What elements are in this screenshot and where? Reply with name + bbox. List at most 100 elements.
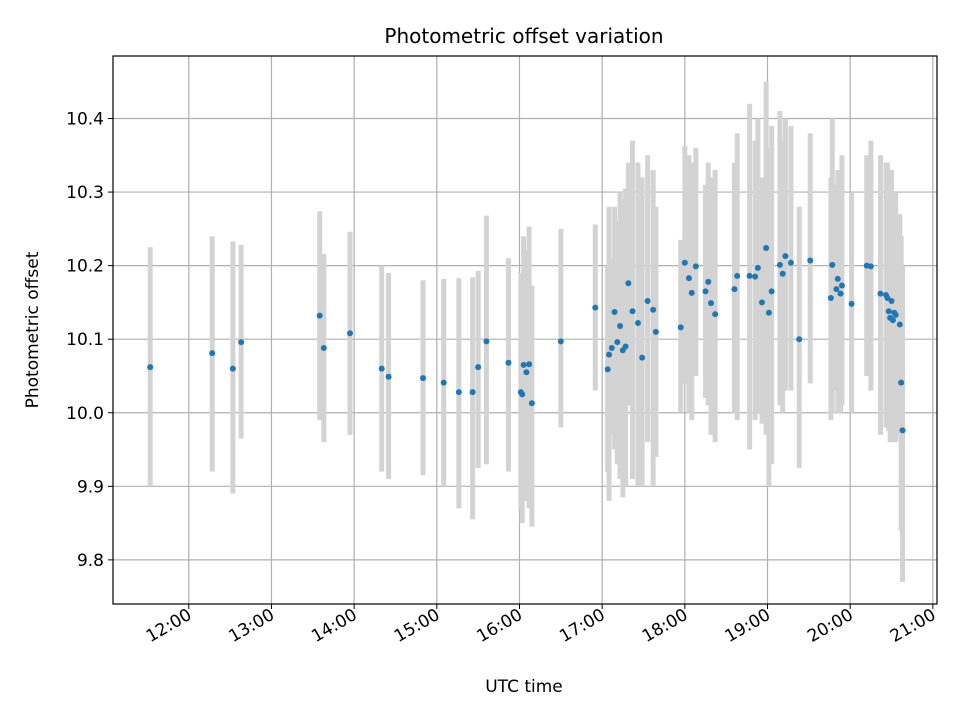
y-axis: 9.8 9.9 10.0 10.1 10.2 10.3 10.4	[66, 110, 113, 571]
data-point	[692, 263, 699, 270]
data-point	[837, 290, 844, 297]
data-point	[888, 297, 895, 304]
y-tick-label: 9.9	[77, 477, 104, 497]
data-point	[606, 351, 613, 358]
data-point	[889, 317, 896, 324]
data-point	[520, 361, 527, 368]
data-point	[685, 275, 692, 282]
data-point	[705, 278, 712, 285]
data-point	[834, 275, 841, 282]
data-point	[712, 311, 719, 318]
error-bars	[147, 81, 906, 582]
data-point	[639, 354, 646, 361]
x-axis: 12:00 13:00 14:00 15:00 16:00 17:00 18:00 19:00…	[143, 604, 939, 647]
data-point	[483, 338, 490, 345]
y-tick-label: 9.8	[77, 551, 104, 571]
data-point	[650, 306, 657, 313]
data-points	[147, 244, 906, 434]
plot-frame	[112, 55, 938, 605]
data-point	[147, 364, 154, 371]
data-point	[440, 379, 447, 386]
data-point	[604, 366, 611, 373]
y-tick-label: 10.0	[66, 404, 104, 424]
data-point	[892, 311, 899, 318]
data-point	[526, 361, 533, 368]
y-tick-label: 10.3	[66, 183, 104, 203]
data-point	[867, 263, 874, 270]
data-point	[754, 264, 761, 271]
data-point	[505, 359, 512, 366]
data-point	[884, 295, 891, 302]
data-point	[746, 272, 753, 279]
data-point	[385, 373, 392, 380]
data-point	[378, 365, 385, 372]
data-point	[519, 391, 526, 398]
data-point	[782, 253, 789, 260]
x-tick-label: 18:00	[639, 605, 691, 647]
y-axis-label: Photometric offset	[23, 251, 43, 408]
x-tick-label: 15:00	[391, 605, 443, 647]
data-point	[629, 308, 636, 315]
data-point	[557, 338, 564, 345]
chart-title: Photometric offset variation	[384, 24, 663, 48]
data-point	[677, 324, 684, 331]
data-point	[885, 308, 892, 315]
y-tick-label: 10.2	[66, 257, 104, 277]
data-point	[681, 259, 688, 266]
data-point	[611, 308, 618, 315]
data-point	[702, 288, 709, 295]
data-point	[848, 300, 855, 307]
data-point	[644, 297, 651, 304]
data-point	[763, 244, 770, 251]
data-point	[209, 350, 216, 357]
data-point	[455, 389, 462, 396]
data-point	[807, 257, 814, 264]
x-tick-label: 16:00	[474, 605, 526, 647]
data-point	[759, 299, 766, 306]
data-point	[634, 320, 641, 327]
data-point	[734, 272, 741, 279]
x-tick-label: 20:00	[804, 605, 856, 647]
y-tick-label: 10.1	[66, 330, 104, 350]
y-tick-label: 10.4	[66, 110, 104, 130]
data-point	[779, 270, 786, 277]
data-point	[898, 379, 905, 386]
data-point	[833, 286, 840, 293]
data-point	[617, 322, 624, 329]
x-tick-label: 19:00	[722, 605, 774, 647]
data-point	[347, 330, 354, 337]
x-tick-label: 21:00	[887, 605, 939, 647]
data-point	[592, 304, 599, 311]
data-point	[787, 259, 794, 266]
data-point	[877, 290, 884, 297]
data-point	[608, 345, 615, 352]
data-point	[829, 261, 836, 268]
data-point	[229, 365, 236, 372]
data-point	[768, 288, 775, 295]
data-point	[614, 339, 621, 346]
data-point	[622, 343, 629, 350]
data-point	[899, 427, 906, 434]
data-point	[688, 289, 695, 296]
data-point	[827, 295, 834, 302]
data-point	[238, 339, 245, 346]
data-point	[625, 280, 632, 287]
data-point	[896, 321, 903, 328]
data-point	[475, 364, 482, 371]
x-tick-label: 14:00	[308, 605, 360, 647]
data-point	[708, 300, 715, 307]
data-point	[838, 282, 845, 289]
data-point	[528, 400, 535, 407]
data-point	[776, 261, 783, 268]
data-point	[469, 389, 476, 396]
data-point	[523, 369, 530, 376]
data-point	[765, 309, 772, 316]
data-point	[652, 328, 659, 335]
x-tick-label: 17:00	[556, 605, 608, 647]
data-point	[316, 312, 323, 319]
x-axis-label: UTC time	[485, 677, 563, 697]
data-point	[796, 336, 803, 343]
data-point	[420, 375, 427, 382]
data-point	[320, 345, 327, 352]
